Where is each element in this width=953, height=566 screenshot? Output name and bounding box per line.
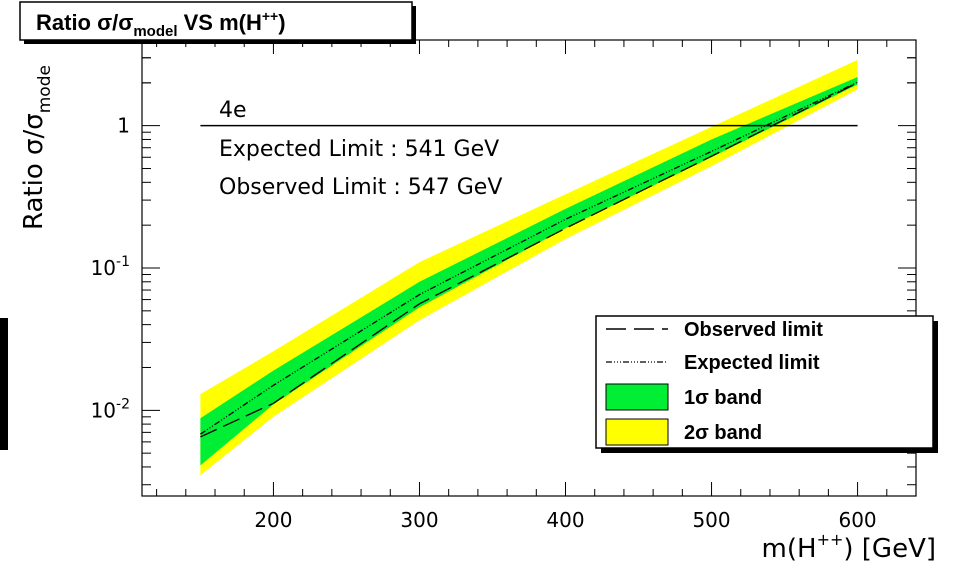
band-1sigma-band bbox=[200, 77, 858, 466]
x-tick-label: 500 bbox=[692, 508, 730, 532]
ticks-layer: 200 300 400 500 600 10-2 10-1 1 bbox=[91, 39, 917, 532]
legend-expected-label: Expected limit bbox=[684, 352, 820, 374]
x-tick-label: 200 bbox=[254, 508, 292, 532]
side-bar bbox=[0, 318, 8, 450]
legend: Observed limit Expected limit 1σ band 2σ… bbox=[595, 315, 938, 453]
chart-title: Ratio σ/σmodel VS m(H++) bbox=[36, 8, 286, 40]
legend-1sigma-label: 1σ band bbox=[684, 387, 762, 409]
legend-1sigma-swatch bbox=[605, 383, 669, 411]
annotation-observed-limit: Observed Limit : 547 GeV bbox=[219, 175, 502, 200]
x-tick-label: 300 bbox=[400, 508, 438, 532]
annotation-channel: 4e bbox=[219, 98, 247, 123]
legend-2sigma-swatch bbox=[605, 418, 669, 446]
title-box-frame bbox=[19, 1, 413, 41]
chart-title-box: Ratio σ/σmodel VS m(H++) bbox=[19, 1, 416, 44]
annotation-expected-limit: Expected Limit : 541 GeV bbox=[219, 137, 499, 162]
y-tick-label: 10-1 bbox=[91, 254, 130, 280]
line-observed-limit bbox=[200, 82, 858, 438]
lines-layer bbox=[200, 81, 858, 438]
bands-layer bbox=[200, 59, 858, 476]
y-axis-title: Ratio σ/σmode bbox=[19, 65, 55, 230]
line-expected-limit bbox=[200, 81, 858, 435]
x-tick-label: 400 bbox=[546, 508, 584, 532]
y-tick-label: 1 bbox=[117, 114, 130, 138]
y-tick-label: 10-2 bbox=[91, 396, 130, 422]
legend-2sigma-label: 2σ band bbox=[684, 422, 762, 444]
x-axis-title: m(H++) [GeV] bbox=[762, 530, 936, 564]
x-tick-label: 600 bbox=[838, 508, 876, 532]
legend-observed-label: Observed limit bbox=[684, 319, 823, 341]
